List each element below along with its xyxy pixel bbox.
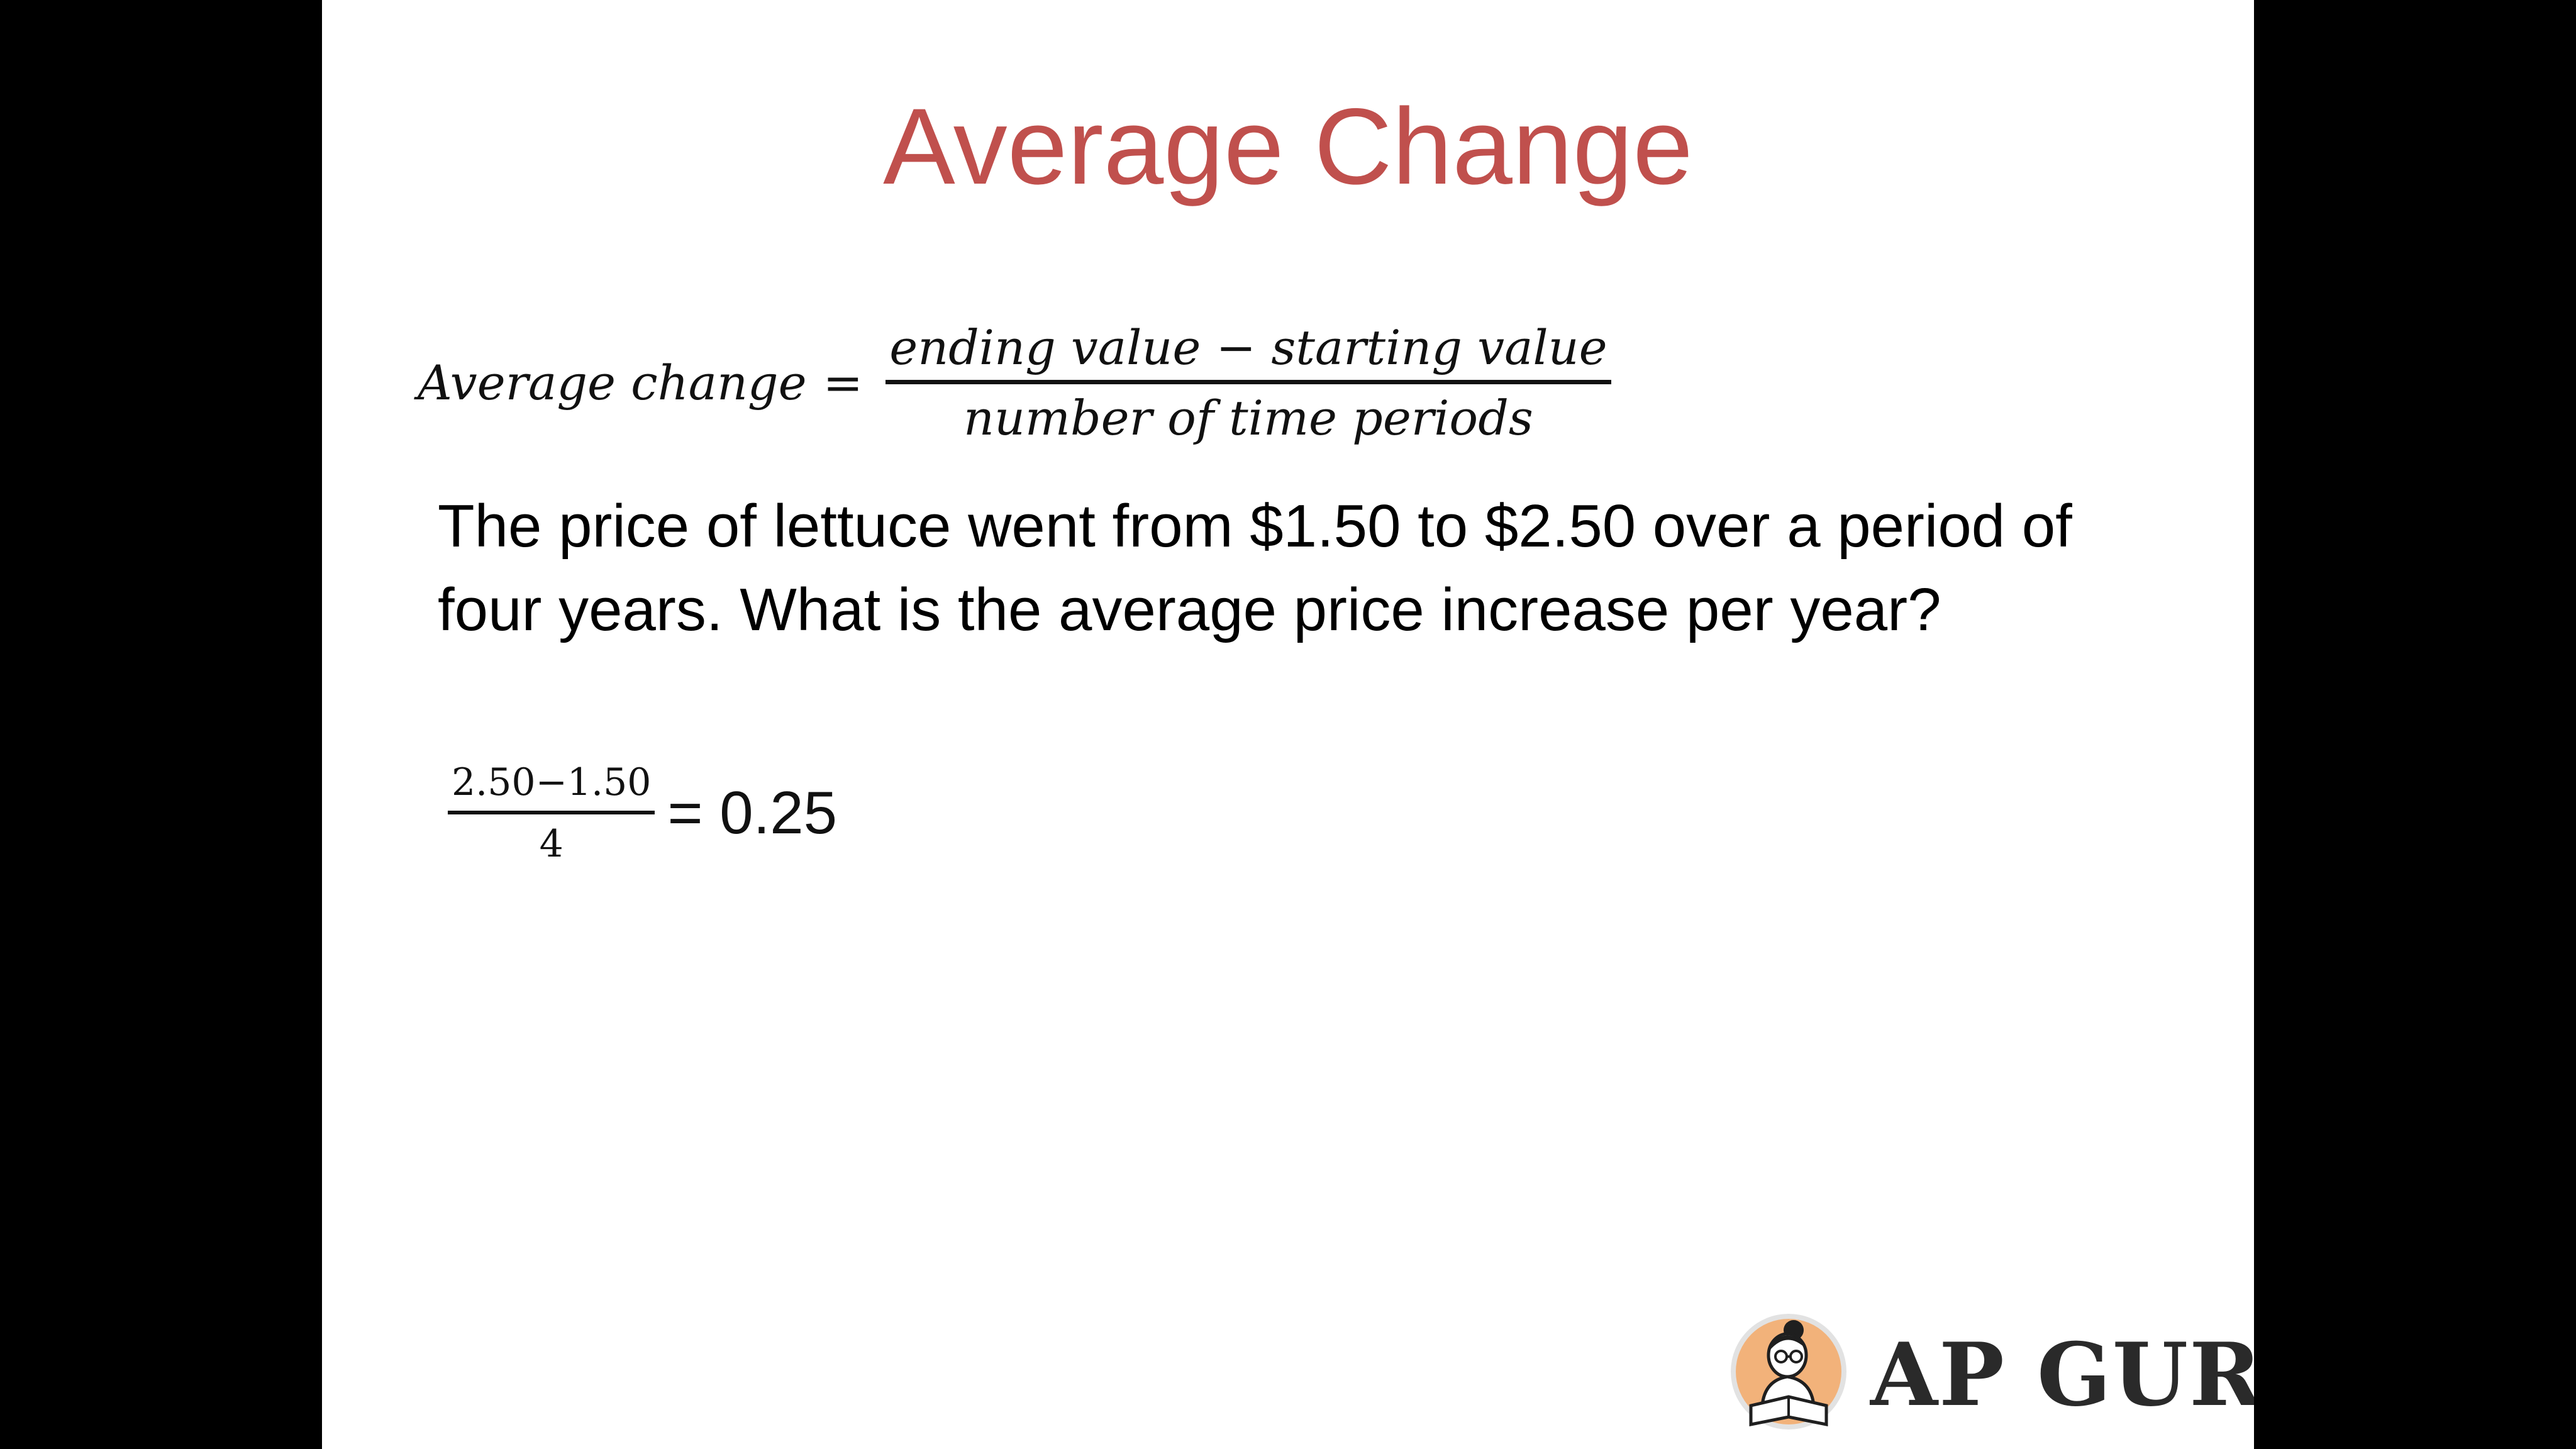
reading-person-emblem-icon xyxy=(1731,1314,1846,1430)
slide-title: Average Change xyxy=(883,86,1693,207)
presentation-slide: Average Change Average change = ending v… xyxy=(322,0,2254,1449)
logo-text: AP GURU xyxy=(1870,1323,2254,1426)
calc-denominator: 4 xyxy=(539,822,564,866)
fraction-bar xyxy=(448,811,655,814)
formula-numerator: ending value − starting value xyxy=(889,319,1607,375)
worked-calculation: 2.50−1.50 4 = 0.25 xyxy=(448,758,837,869)
formula-lhs: Average change xyxy=(418,355,807,411)
calc-fraction: 2.50−1.50 4 xyxy=(448,758,655,869)
problem-statement: The price of lettuce went from $1.50 to … xyxy=(438,492,2072,643)
ap-guru-logo: AP GURU xyxy=(1726,1311,2254,1437)
calc-numerator: 2.50−1.50 xyxy=(452,760,652,804)
formula-equals-sign: = xyxy=(823,355,863,411)
average-change-formula: Average change = ending value − starting… xyxy=(418,318,1611,448)
formula-fraction: ending value − starting value number of … xyxy=(886,318,1611,448)
fraction-bar xyxy=(886,380,1611,384)
calc-result: = 0.25 xyxy=(667,779,838,847)
formula-denominator: number of time periods xyxy=(963,390,1533,446)
